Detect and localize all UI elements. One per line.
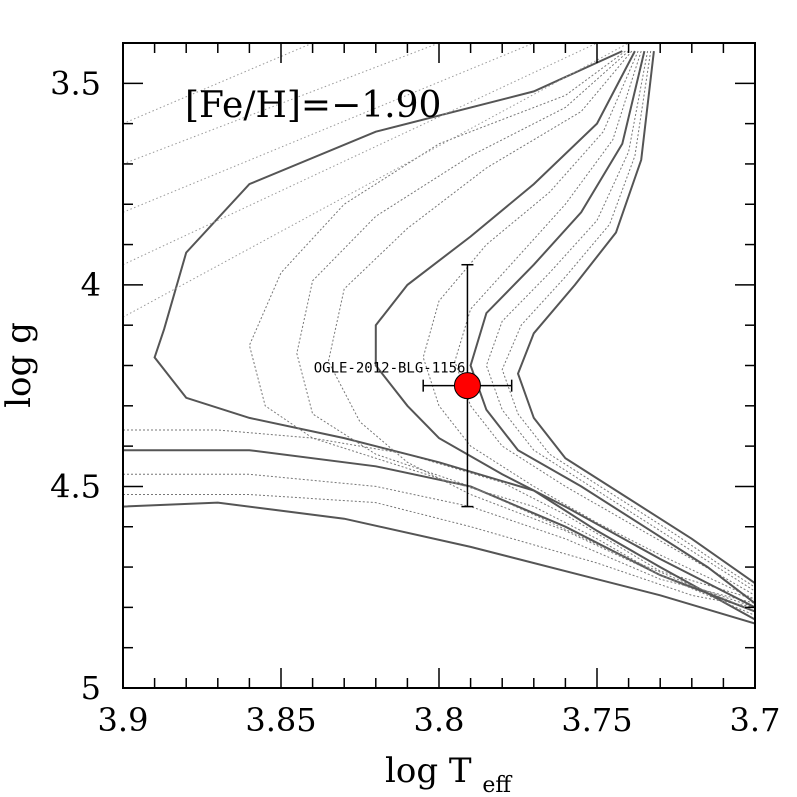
isochrone-curves bbox=[123, 43, 755, 625]
isochrone-dotted-11 bbox=[454, 50, 755, 596]
guide-line-2 bbox=[123, 43, 598, 266]
isochrone-solid-9 bbox=[374, 50, 755, 609]
x-axis-title-main: log T bbox=[385, 751, 472, 791]
data-points: OGLE-2012-BLG-1156 bbox=[314, 263, 513, 508]
data-point-marker bbox=[453, 372, 481, 400]
isochrone-solid-0 bbox=[123, 501, 755, 625]
isochrone-dotted-7 bbox=[296, 50, 755, 612]
data-point-label: OGLE-2012-BLG-1156 bbox=[314, 361, 466, 377]
y-axis-title: log g bbox=[0, 322, 39, 408]
axes: 3.9 3.85 3.8 3.75 3.7 3.5 4 4.5 5 bbox=[50, 42, 781, 739]
isochrone-solid-5 bbox=[153, 50, 755, 621]
isochrone-dotted-10 bbox=[422, 50, 755, 600]
isochrone-dotted-4 bbox=[123, 429, 755, 600]
isochrone-dotted-13 bbox=[485, 51, 755, 592]
isochrone-solid-12 bbox=[469, 50, 755, 605]
x-axis-title: log T eff bbox=[385, 751, 512, 797]
isochrone-solid-3 bbox=[123, 449, 755, 613]
isochrone-dotted-6 bbox=[248, 50, 755, 616]
y-tick-label: 4.5 bbox=[50, 467, 101, 505]
y-tick-label: 3.5 bbox=[50, 64, 101, 102]
y-tick-label: 5 bbox=[81, 669, 101, 707]
x-tick-label: 3.9 bbox=[98, 701, 149, 739]
isochrone-dotted-1 bbox=[123, 494, 755, 608]
metallicity-annotation: [Fe/H]=−1.90 bbox=[185, 85, 441, 126]
isochrone-solid-15 bbox=[516, 50, 755, 585]
svg-text:log T eff: log T eff bbox=[385, 751, 512, 797]
x-tick-label: 3.75 bbox=[561, 701, 632, 739]
x-tick-label: 3.8 bbox=[414, 701, 465, 739]
isochrone-dotted-8 bbox=[327, 50, 755, 608]
isochrone-dotted-2 bbox=[123, 473, 755, 604]
x-tick-label: 3.7 bbox=[730, 701, 781, 739]
guide-line-0 bbox=[123, 43, 440, 165]
x-tick-label: 3.85 bbox=[245, 701, 316, 739]
x-axis-title-subscript: eff bbox=[482, 773, 512, 797]
isochrone-dotted-14 bbox=[501, 51, 755, 588]
y-tick-label: 4 bbox=[81, 266, 101, 304]
